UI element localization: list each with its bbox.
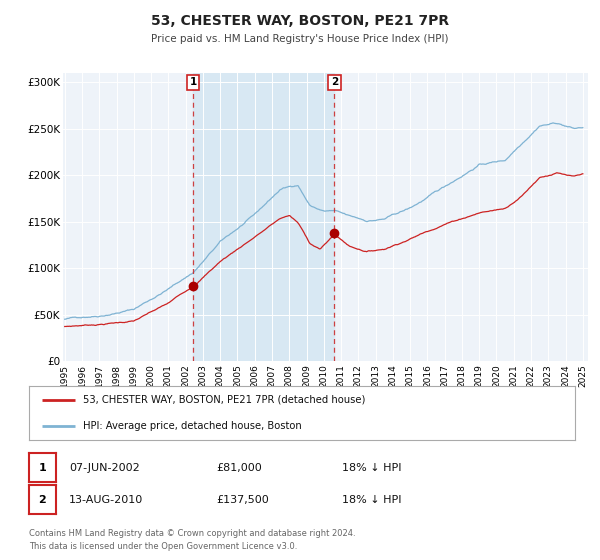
Text: 2: 2	[331, 77, 338, 87]
Text: 1: 1	[38, 463, 46, 473]
Text: £137,500: £137,500	[216, 494, 269, 505]
Text: 13-AUG-2010: 13-AUG-2010	[69, 494, 143, 505]
Bar	[193, 73, 334, 361]
Text: 18% ↓ HPI: 18% ↓ HPI	[342, 494, 401, 505]
Text: Price paid vs. HM Land Registry's House Price Index (HPI): Price paid vs. HM Land Registry's House …	[151, 34, 449, 44]
Text: £81,000: £81,000	[216, 463, 262, 473]
Text: HPI: Average price, detached house, Boston: HPI: Average price, detached house, Bost…	[83, 421, 302, 431]
Text: 53, CHESTER WAY, BOSTON, PE21 7PR (detached house): 53, CHESTER WAY, BOSTON, PE21 7PR (detac…	[83, 395, 366, 405]
Text: 53, CHESTER WAY, BOSTON, PE21 7PR: 53, CHESTER WAY, BOSTON, PE21 7PR	[151, 14, 449, 28]
Text: 1: 1	[190, 77, 197, 87]
Text: 2: 2	[38, 494, 46, 505]
Text: This data is licensed under the Open Government Licence v3.0.: This data is licensed under the Open Gov…	[29, 542, 297, 550]
Text: Contains HM Land Registry data © Crown copyright and database right 2024.: Contains HM Land Registry data © Crown c…	[29, 529, 355, 538]
Text: 07-JUN-2002: 07-JUN-2002	[69, 463, 140, 473]
Text: 18% ↓ HPI: 18% ↓ HPI	[342, 463, 401, 473]
